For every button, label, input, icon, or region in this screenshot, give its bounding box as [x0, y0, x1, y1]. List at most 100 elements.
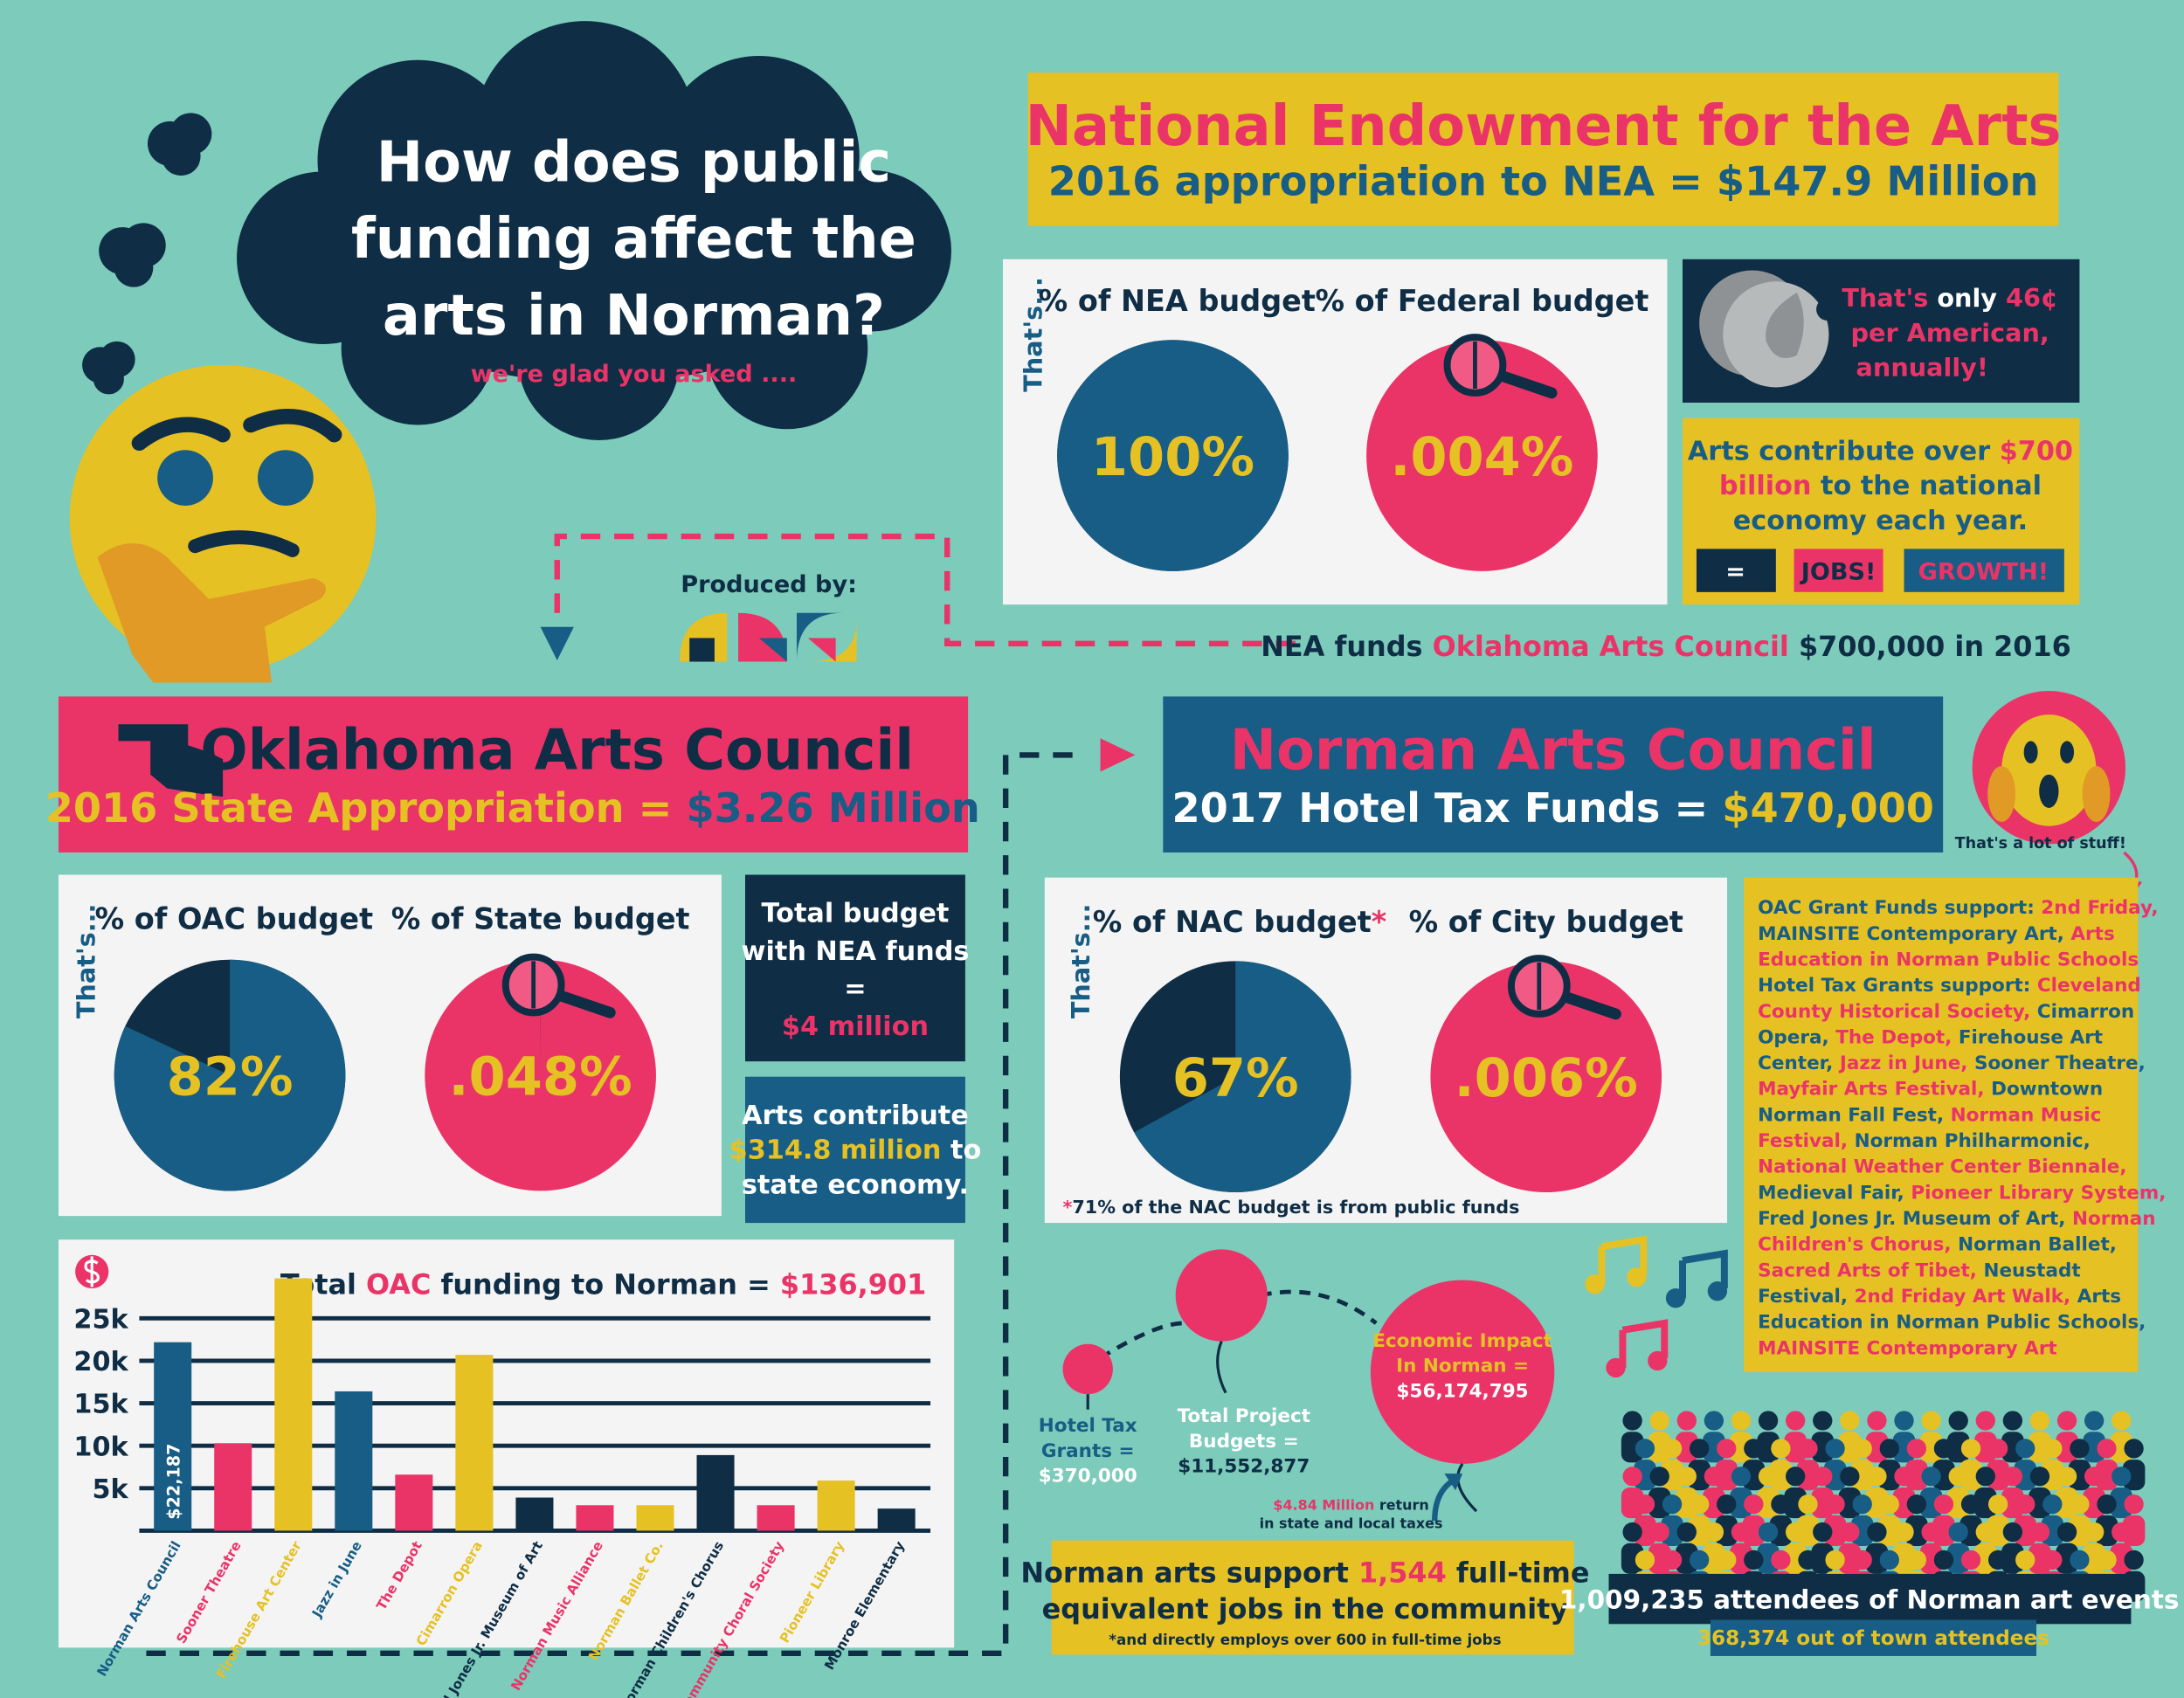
grant-support-line-part: MAINSITE Contemporary Art: [1758, 1337, 2057, 1359]
arrow: [540, 626, 574, 660]
out-of-town: 368,374 out of town attendees: [1697, 1627, 2049, 1650]
person-head: [1975, 1411, 1995, 1431]
grant-support-line-part: Pioneer Library System,: [1911, 1182, 2166, 1204]
person-head: [1948, 1522, 1968, 1543]
grant-support-line: Fred Jones Jr. Museum of Art, Norman: [1758, 1208, 2155, 1230]
bar: [154, 1342, 192, 1531]
oac-title: Oklahoma Arts Council: [200, 718, 914, 783]
person-head: [1622, 1411, 1642, 1431]
economy-part: to: [941, 1135, 981, 1166]
person-head: [1933, 1494, 1954, 1515]
jobs-note: *and directly employs over 600 in full-t…: [1109, 1631, 1501, 1648]
hotel-grants: Grants =: [1041, 1440, 1135, 1462]
jobs-part: full-time: [1447, 1556, 1590, 1589]
nea-subtitle-part: 2016 appropriation to NEA = $147.9 Milli…: [1048, 157, 2039, 204]
thats-part: That's...: [1066, 904, 1095, 1019]
grant-support-line: MAINSITE Contemporary Art: [1758, 1337, 2057, 1359]
person-head: [1786, 1522, 1806, 1543]
chart-title-part: funding to Norman =: [431, 1267, 780, 1301]
person-head: [2056, 1467, 2077, 1487]
question-line-part: funding affect the: [351, 207, 916, 272]
pie-value-label: .048%: [449, 1046, 632, 1108]
person-head: [1906, 1494, 1927, 1515]
grant-support-line-part: Sacred Arts of Tibet,: [1758, 1260, 1983, 1281]
person-head: [1921, 1467, 1941, 1487]
person-head: [2029, 1411, 2050, 1431]
person-head: [1840, 1522, 1860, 1543]
pie-label-part: % of City budget: [1409, 905, 1683, 939]
person-head: [1717, 1494, 1737, 1515]
contribution: Arts contribute over $700: [1688, 436, 2073, 466]
nea-funds-part: NEA funds: [1261, 630, 1432, 663]
thinking-emoji: [69, 364, 377, 683]
pie-label-part: % of OAC budget: [95, 902, 373, 936]
per-american-part: per American,: [1850, 318, 2049, 348]
grant-support-line: County Historical Society, Cimarron: [1758, 1001, 2134, 1023]
person-head: [1731, 1411, 1752, 1431]
person-head: [1960, 1550, 1981, 1570]
pie-value-label-part: 67%: [1172, 1048, 1299, 1109]
pie-value-label-part: .048%: [449, 1046, 632, 1108]
grant-support-line: Mayfair Arts Festival, Downtown: [1758, 1079, 2103, 1101]
nac-banner: [1163, 696, 1944, 852]
person-head: [2029, 1522, 2050, 1543]
grant-support-line: OAC Grant Funds support: 2nd Friday,: [1758, 897, 2158, 919]
chart-title: Total OAC funding to Norman = $136,901: [280, 1267, 926, 1301]
total-budget-part: Total budget: [762, 899, 950, 929]
person-head: [1825, 1550, 1845, 1570]
person-head: [1731, 1522, 1752, 1543]
grant-support-line: Medieval Fair, Pioneer Library System,: [1758, 1182, 2166, 1204]
total-budget: =: [844, 974, 866, 1004]
person-head: [2124, 1550, 2144, 1570]
coins: [1699, 270, 1839, 388]
footnote-part: *: [1063, 1197, 1073, 1218]
grant-support-line-part: Education in Norman Public Schools: [1758, 949, 2139, 970]
economic-impact: $56,174,795: [1397, 1380, 1529, 1402]
nea-subtitle: 2016 appropriation to NEA = $147.9 Milli…: [1048, 157, 2039, 204]
project-budgets-part: Total Project: [1178, 1405, 1310, 1427]
total-budget-part: $4 million: [782, 1011, 929, 1042]
person-head: [1921, 1522, 1941, 1543]
pie-label-part: *: [1372, 905, 1387, 939]
person-head: [1933, 1439, 1954, 1459]
reaction: That's a lot of stuff!: [1955, 835, 2126, 852]
person-head: [2111, 1467, 2132, 1487]
total-budget: with NEA funds: [741, 936, 969, 967]
person-head: [2070, 1550, 2090, 1570]
grant-support-line-part: 2nd Friday Art Walk,: [1855, 1286, 2077, 1308]
person-head: [1960, 1494, 1981, 1515]
panel: [1608, 1573, 2132, 1625]
y-tick-label-part: 25k: [73, 1304, 128, 1335]
y-tick-label-part: 5k: [92, 1474, 128, 1505]
person-head: [2002, 1522, 2023, 1543]
person-head: [1840, 1467, 1860, 1487]
nea-title-part: National Endowment for the Arts: [1026, 94, 2062, 159]
oac-subtitle: 2016 State Appropriation = $3.26 Million: [45, 784, 980, 832]
grant-support-line-part: Norman Fall Fest,: [1758, 1104, 1951, 1126]
pie-label-part: % of NAC budget: [1093, 905, 1372, 939]
grant-support-line-part: Medieval Fair,: [1758, 1182, 1911, 1204]
grant-support-line-part: Education in Norman Public Schools,: [1758, 1312, 2146, 1334]
person-head: [1987, 1550, 2008, 1570]
pie-value-label: 82%: [167, 1046, 294, 1108]
person-head: [1825, 1439, 1845, 1459]
jobs-part: equivalent jobs in the community: [1042, 1592, 1569, 1626]
question-line-part: How does public: [377, 130, 891, 195]
y-tick-label: 5k: [92, 1474, 128, 1505]
person-head: [1879, 1550, 1899, 1570]
person-head: [2097, 1550, 2117, 1570]
grant-support-line-part: Mayfair Arts Festival,: [1758, 1079, 1991, 1101]
bar: [455, 1355, 494, 1531]
y-tick-label: 25k: [73, 1304, 128, 1335]
person-head: [1975, 1522, 1995, 1543]
person-head: [1879, 1439, 1899, 1459]
grant-support-line-part: Opera,: [1758, 1026, 1835, 1048]
bar: [696, 1454, 735, 1531]
person-head: [2002, 1411, 2023, 1431]
badge: [1794, 549, 1883, 592]
per-american-part: 46¢: [2006, 283, 2058, 313]
nac-title-part: Norman Arts Council: [1230, 718, 1876, 783]
jobs-part: Norman arts support: [1020, 1556, 1358, 1589]
person-head: [2015, 1494, 2035, 1515]
